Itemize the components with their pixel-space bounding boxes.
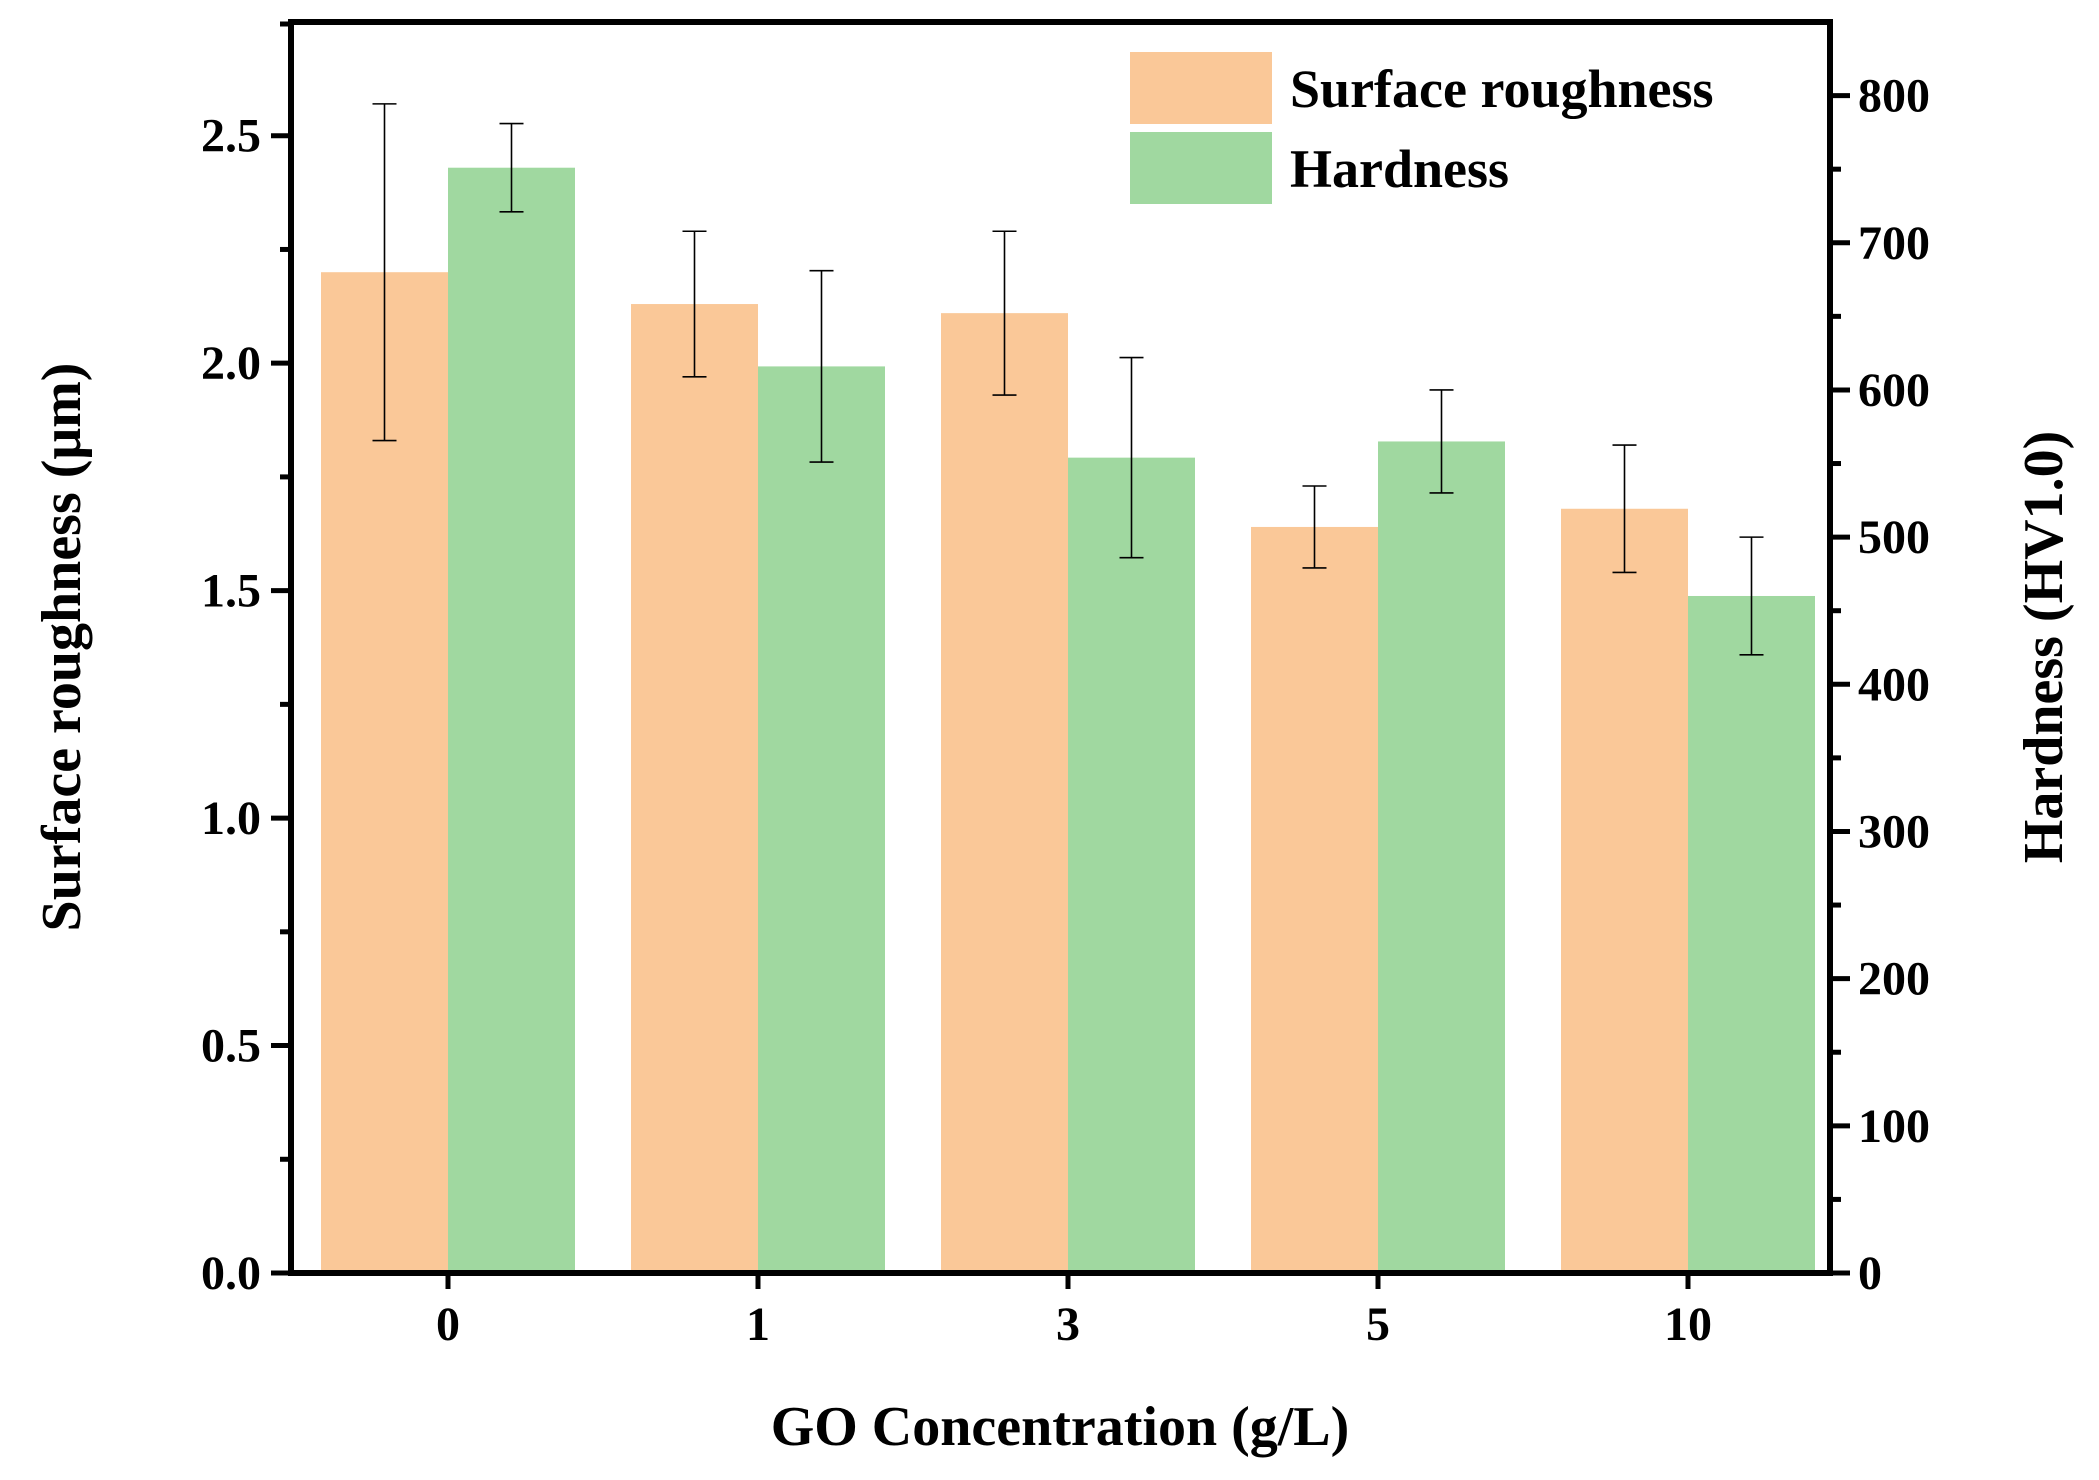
y-tick-label-0-5: 0.5 xyxy=(201,1020,261,1073)
bar-hardness-3 xyxy=(1068,457,1195,1274)
plot-frame xyxy=(288,19,1833,1276)
x-tick-label-1: 1 xyxy=(746,1298,770,1351)
x-tick-label-10: 10 xyxy=(1664,1298,1712,1351)
x-axis-title: GO Concentration (g/L) xyxy=(771,1396,1350,1458)
ticks-layer: 0 1 3 5 10 0.0 0.5 1.0 1.5 2.0 2.5 0 100 200 300 400 500… xyxy=(201,21,1930,1351)
y-axis-title: Surface roughness (μm) xyxy=(31,363,93,932)
legend-label-hardness: Hardness xyxy=(1290,139,1509,199)
bars-layer xyxy=(321,167,1815,1274)
y-tick-label-2-0: 2.0 xyxy=(201,337,261,390)
bar-hardness-1 xyxy=(758,366,885,1273)
y2-tick-label-0: 0 xyxy=(1858,1247,1882,1300)
axis-titles: GO Concentration (g/L) Surface roughness… xyxy=(31,363,2075,1458)
y2-tick-label-400: 400 xyxy=(1858,658,1930,711)
y2-tick-label-300: 300 xyxy=(1858,805,1930,858)
bar-hardness-10 xyxy=(1688,595,1815,1273)
bar-surface-roughness-5 xyxy=(1251,526,1378,1273)
x-tick-label-5: 5 xyxy=(1366,1298,1390,1351)
x-tick-label-0: 0 xyxy=(436,1298,460,1351)
y2-tick-label-600: 600 xyxy=(1858,364,1930,417)
x-tick-label-3: 3 xyxy=(1056,1298,1080,1351)
y-tick-label-2-5: 2.5 xyxy=(201,110,261,163)
bar-hardness-5 xyxy=(1378,441,1505,1273)
legend-swatch-surface-roughness xyxy=(1130,52,1272,124)
y-tick-label-1-5: 1.5 xyxy=(201,565,261,618)
axes-layer xyxy=(288,19,1833,1276)
bar-surface-roughness-10 xyxy=(1561,508,1688,1274)
y2-tick-label-500: 500 xyxy=(1858,511,1930,564)
y2-tick-label-800: 800 xyxy=(1858,70,1930,123)
y2-tick-label-100: 100 xyxy=(1858,1100,1930,1153)
legend-label-surface-roughness: Surface roughness xyxy=(1290,59,1714,119)
bar-surface-roughness-3 xyxy=(941,313,1068,1273)
y-tick-label-0-0: 0.0 xyxy=(201,1247,261,1300)
y2-axis-title: Hardness (HV1.0) xyxy=(2013,431,2075,863)
y-tick-label-1-0: 1.0 xyxy=(201,792,261,845)
legend: Surface roughness Hardness xyxy=(1130,52,1714,204)
y2-tick-label-200: 200 xyxy=(1858,953,1930,1006)
bar-hardness-0 xyxy=(448,167,575,1273)
y2-tick-label-700: 700 xyxy=(1858,217,1930,270)
error-bars-layer xyxy=(372,103,1764,656)
bar-surface-roughness-1 xyxy=(631,304,758,1273)
legend-swatch-hardness xyxy=(1130,132,1272,204)
